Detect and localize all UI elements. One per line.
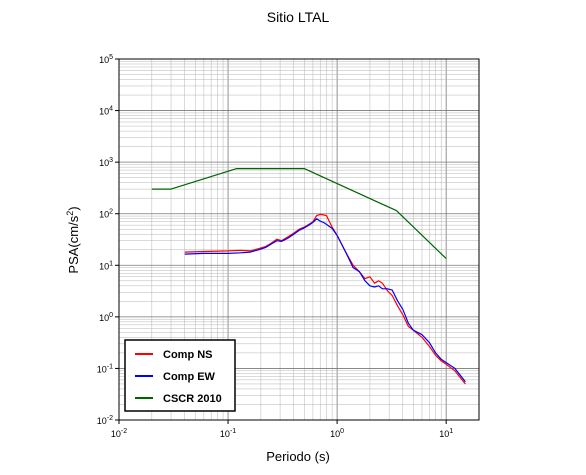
y-tick-base: 10 [97, 364, 107, 374]
y-tick-exp: 5 [109, 54, 113, 61]
y-tick-exp: 1 [109, 260, 113, 267]
x-tick-label: 10-1 [220, 428, 236, 439]
series-line [151, 168, 447, 260]
y-tick-exp: 2 [109, 209, 113, 216]
x-tick-base: 10 [330, 429, 340, 439]
y-tick-exp: 4 [109, 106, 113, 113]
plot-frame [118, 58, 480, 421]
x-tick-label: 100 [330, 428, 344, 439]
y-tick-label: 101 [99, 260, 113, 271]
legend-label: CSCR 2010 [163, 393, 222, 405]
grid-lines [118, 58, 480, 421]
x-tick-exp: -2 [121, 428, 127, 435]
y-tick-label: 10-2 [97, 415, 113, 426]
x-tick-exp: 0 [340, 428, 344, 435]
y-tick-base: 10 [99, 210, 109, 220]
y-tick-label: 103 [99, 157, 113, 168]
x-tick-base: 10 [220, 429, 230, 439]
y-tick-label: 102 [99, 209, 113, 220]
x-tick-label: 10-2 [111, 428, 127, 439]
y-tick-base: 10 [97, 416, 107, 426]
y-tick-base: 10 [99, 261, 109, 271]
y-tick-exp: -1 [107, 363, 113, 370]
y-tick-exp: 3 [109, 157, 113, 164]
y-axis-label-base: PSA(cm/s [66, 215, 81, 273]
series-lines [151, 168, 466, 385]
y-tick-base: 10 [99, 107, 109, 117]
x-tick-base: 10 [439, 429, 449, 439]
y-tick-base: 10 [99, 55, 109, 65]
legend-label: Comp EW [163, 371, 216, 383]
x-tick-label: 101 [439, 428, 453, 439]
y-tick-exp: -2 [107, 415, 113, 422]
x-axis-label: Periodo (s) [266, 449, 330, 464]
y-tick-label: 105 [99, 54, 113, 65]
y-tick-exp: 0 [109, 312, 113, 319]
y-tick-label: 100 [99, 312, 113, 323]
x-tick-exp: -1 [230, 428, 236, 435]
y-axis-label-end: ) [66, 206, 81, 210]
legend-label: Comp NS [163, 349, 213, 361]
series-line [184, 218, 466, 383]
y-tick-base: 10 [99, 313, 109, 323]
y-tick-label: 10-1 [97, 363, 113, 374]
y-tick-label: 104 [99, 106, 113, 117]
x-tick-base: 10 [111, 429, 121, 439]
y-axis-label: PSA(cm/s2) [65, 206, 81, 273]
y-tick-base: 10 [99, 158, 109, 168]
legend: Comp NS Comp EW CSCR 2010 [124, 339, 236, 412]
x-tick-exp: 1 [449, 428, 453, 435]
y-axis-label-sup: 2 [65, 211, 75, 216]
chart-title: Sitio LTAL [267, 9, 330, 25]
